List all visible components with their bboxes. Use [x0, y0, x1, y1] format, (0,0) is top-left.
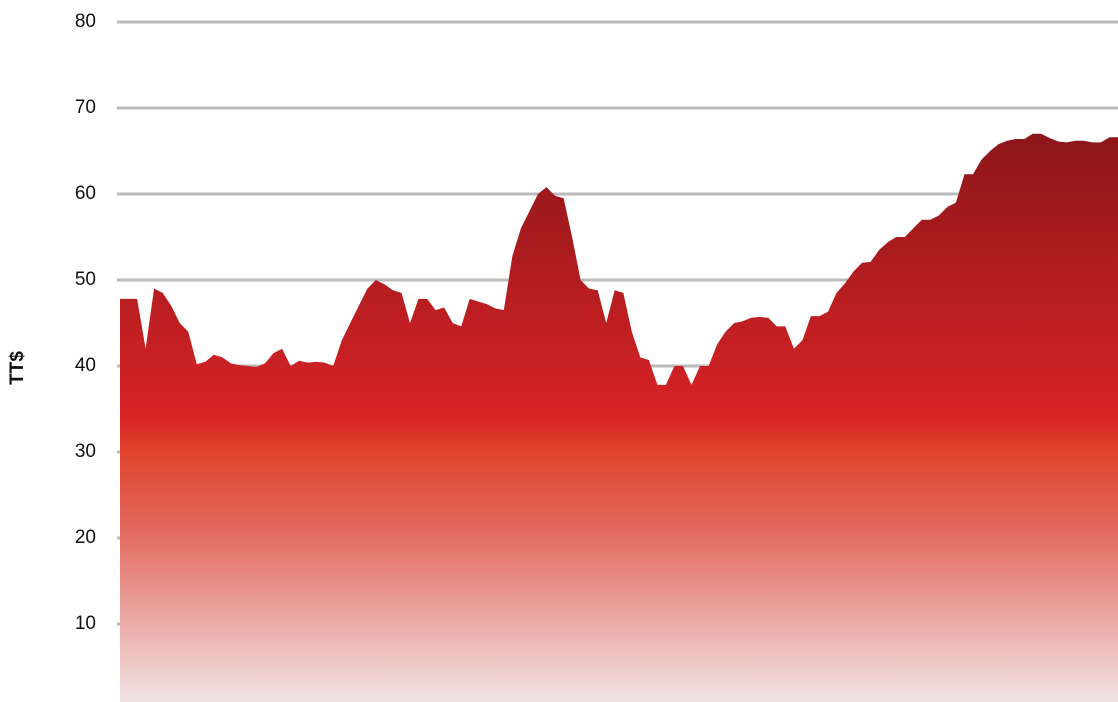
- y-axis-label: TT$: [7, 351, 28, 385]
- y-tick-label: 30: [75, 441, 96, 462]
- y-tick-label: 20: [75, 527, 96, 548]
- y-tick-label: 70: [75, 97, 96, 118]
- area: [120, 133, 1118, 702]
- y-tick-label: 10: [75, 613, 96, 634]
- y-tick-label: 60: [75, 183, 96, 204]
- y-tick-label: 50: [75, 269, 96, 290]
- y-tick-label: 40: [75, 355, 96, 376]
- y-tick-label: 80: [75, 11, 96, 32]
